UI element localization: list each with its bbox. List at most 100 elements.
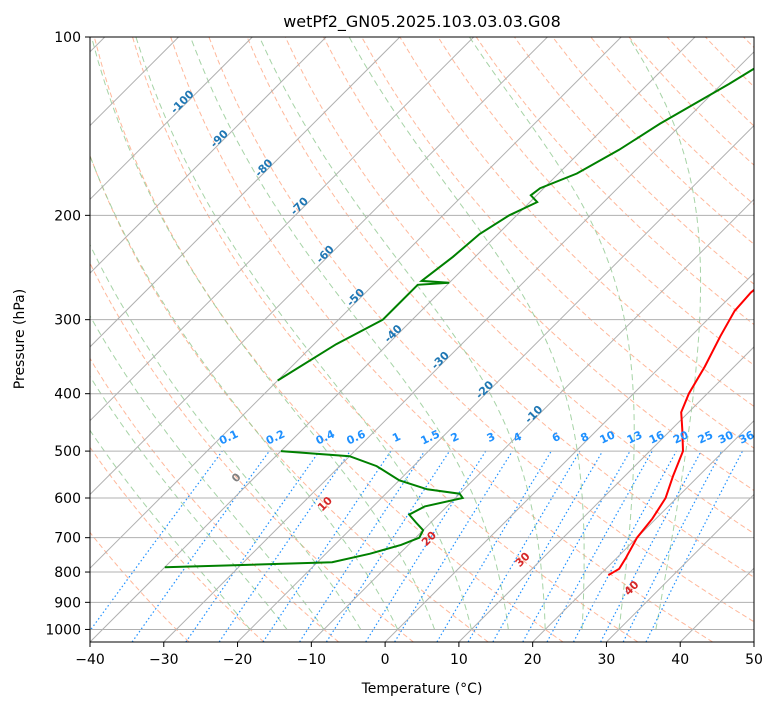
dry-adiabat-line: [705, 37, 754, 88]
isotherm-label: -70: [288, 194, 311, 217]
mixing-ratio-line: [218, 450, 351, 642]
mixing-ratio-label: 1: [390, 430, 402, 445]
grid-lines: [90, 37, 754, 642]
dry-adiabat-line: [437, 37, 754, 366]
dry-adiabat-line: [90, 357, 339, 642]
dry-adiabat-line: [666, 37, 754, 127]
x-tick-label: 20: [524, 652, 542, 668]
mixing-ratio-line: [522, 450, 631, 642]
moist-adiabat-line: [468, 37, 635, 630]
temperature-line: [607, 288, 754, 577]
moist-adiabat-line: [90, 314, 325, 630]
y-axis-label: Pressure (hPa): [12, 289, 28, 389]
moist-adiabat-line: [90, 154, 399, 630]
dry-adiabat-line: [170, 37, 713, 642]
isotherm-line: [237, 124, 754, 642]
moist-adiabat-line: [90, 243, 362, 630]
mixing-ratio-label: 16: [647, 428, 667, 446]
dry-adiabat-line: [208, 37, 754, 623]
mixing-ratio-label: 3: [485, 430, 497, 445]
mixing-ratio-label: 30: [716, 428, 736, 446]
isotherm-line: [753, 641, 754, 642]
mixing-ratio-line: [645, 450, 744, 642]
chart-title: wetPf2_GN05.2025.103.03.03.G08: [283, 12, 561, 32]
humidity-profile-line: [164, 450, 465, 569]
mixing-ratio-line: [572, 450, 677, 642]
dry-adiabat-line: [323, 37, 754, 492]
isotherm-label: -50: [344, 286, 367, 309]
background-lines: [90, 37, 754, 642]
moist-adiabat-line: [258, 37, 546, 630]
x-tick-label: 10: [450, 652, 468, 668]
y-tick-label: 900: [54, 595, 81, 611]
dry-adiabat-line: [132, 37, 639, 642]
isotherm-label: -100: [168, 87, 197, 116]
mixing-ratio-line: [131, 450, 270, 642]
x-tick-label: −10: [297, 652, 327, 668]
mixing-ratio-label: 36: [737, 428, 757, 446]
dry-adiabat-line: [284, 37, 754, 535]
y-tick-label: 100: [54, 30, 81, 46]
series-layer: [164, 67, 754, 577]
moist-adiabat-line: [628, 37, 702, 630]
mixing-ratio-label: 6: [550, 430, 563, 445]
dry-adiabat-label: 30: [513, 550, 533, 570]
isotherm-line: [458, 346, 754, 642]
y-tick-label: 1000: [45, 622, 81, 638]
mixing-ratio-line: [467, 450, 581, 642]
mixing-ratio-label: 13: [625, 428, 644, 446]
moist-adiabat-line: [91, 37, 436, 630]
dry-adiabat-line: [628, 37, 754, 166]
mixing-ratio-line: [600, 450, 702, 642]
x-tick-label: 30: [598, 652, 616, 668]
isotherm-line: [90, 37, 475, 422]
x-tick-label: −40: [75, 652, 105, 668]
x-axis: −40 −30 −20 −10 0 10 20 30 40 50: [75, 642, 763, 668]
x-tick-label: 40: [671, 652, 689, 668]
dry-adiabat-line: [90, 262, 414, 642]
x-tick-label: −30: [149, 652, 179, 668]
dry-adiabat-line: [90, 531, 190, 642]
isotherm-line: [90, 37, 401, 348]
mixing-ratio-line: [299, 450, 426, 642]
isotherm-line: [90, 37, 253, 201]
mixing-ratio-line: [394, 450, 513, 642]
y-tick-label: 600: [54, 491, 81, 507]
x-axis-label: Temperature (°C): [361, 681, 483, 697]
mixing-ratio-line: [546, 450, 653, 642]
isotherm-line: [90, 37, 548, 496]
dry-adiabat-line: [590, 37, 754, 206]
mixing-ratio-label: 25: [696, 428, 715, 446]
moist-adiabat-line: [348, 37, 585, 630]
moist-adiabat-line: [90, 375, 288, 630]
y-tick-label: 200: [54, 208, 81, 224]
x-tick-label: 0: [381, 652, 390, 668]
isotherm-line: [163, 51, 754, 642]
y-tick-label: 700: [54, 531, 81, 547]
dry-adiabat-line: [90, 446, 265, 642]
mixing-ratio-label: 20: [671, 428, 691, 446]
moist-adiabat-line: [90, 429, 251, 630]
dry-adiabat-line: [743, 37, 754, 49]
dewpoint-line: [277, 67, 754, 382]
dry-adiabat-line: [90, 154, 489, 642]
isotherm-label: -90: [208, 127, 231, 150]
moist-adiabat-line: [135, 37, 472, 630]
mixing-ratio-line: [90, 450, 223, 632]
x-tick-label: 50: [745, 652, 763, 668]
plot-frame: [89, 36, 755, 643]
mixing-ratio-line: [262, 450, 392, 642]
mixing-ratio-label: 4: [511, 430, 524, 445]
mixing-ratio-line: [436, 450, 552, 642]
isotherm-label: -20: [473, 378, 496, 401]
mixing-ratio-line: [325, 450, 450, 642]
moist-adiabat-line: [189, 37, 509, 630]
mixing-ratio-label: 0.6: [344, 427, 367, 447]
y-tick-label: 500: [54, 444, 81, 460]
isotherm-label: -30: [429, 349, 452, 372]
isotherm-line: [90, 37, 696, 642]
dry-adiabat-line: [513, 37, 754, 285]
mixing-ratio-line: [185, 450, 320, 642]
isotherm-label: -80: [252, 156, 275, 179]
